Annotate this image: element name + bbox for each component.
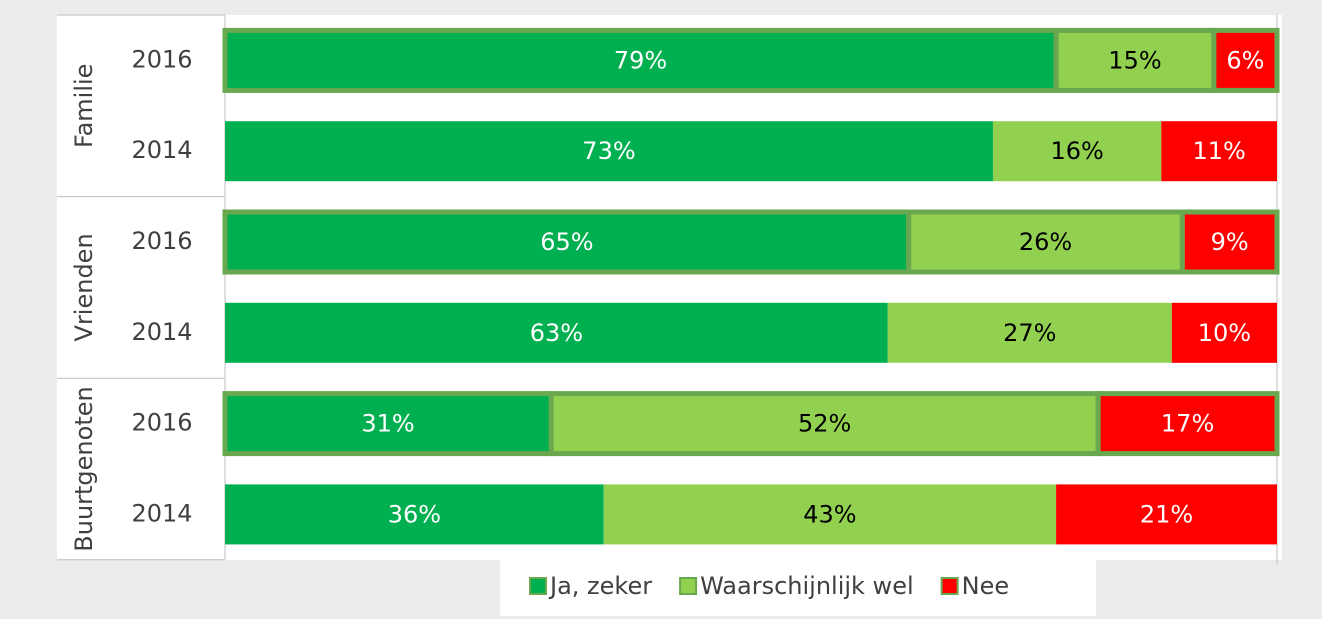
- bar-segment: [887, 302, 1172, 363]
- data-label: 73%: [582, 137, 635, 165]
- bar-segment: [222, 27, 1059, 93]
- bar-segment: [1161, 121, 1277, 182]
- data-label: 15%: [1108, 46, 1161, 74]
- data-label: 9%: [1211, 228, 1249, 256]
- y-tick-label: 2014: [131, 318, 192, 346]
- plot-background: [57, 15, 1282, 560]
- bar-segment: [225, 484, 604, 545]
- bar-segment: [1211, 27, 1280, 93]
- legend-swatch: [940, 577, 959, 595]
- y-tick-label: 2014: [131, 499, 192, 527]
- bar-segment: [992, 121, 1162, 182]
- data-label: 21%: [1140, 500, 1193, 528]
- data-label: 65%: [540, 228, 593, 256]
- data-label: 6%: [1226, 46, 1264, 74]
- y-tick-label: 2014: [131, 136, 192, 164]
- data-label: 16%: [1050, 137, 1103, 165]
- bar-segment: [1171, 302, 1277, 363]
- bar-segment: [1179, 209, 1280, 275]
- legend-label: Waarschijnlijk wel: [700, 572, 914, 600]
- data-label: 26%: [1019, 228, 1072, 256]
- data-label: 31%: [361, 410, 414, 438]
- bar-segment: [548, 391, 1101, 457]
- bar-segment: [225, 302, 888, 363]
- data-label: 17%: [1161, 410, 1214, 438]
- data-label: 52%: [798, 410, 851, 438]
- group-label: Buurtgenoten: [70, 386, 98, 551]
- y-tick-label: 2016: [131, 45, 192, 73]
- group-label: Familie: [70, 64, 98, 148]
- bar-segment: [906, 209, 1185, 275]
- y-tick-label: 2016: [131, 227, 192, 255]
- legend-swatch: [529, 577, 547, 595]
- legend-background: [500, 560, 1096, 616]
- group-label: Vrienden: [70, 233, 98, 341]
- legend-label: Ja, zeker: [548, 572, 652, 600]
- data-label: 43%: [803, 500, 856, 528]
- bar-segment: [603, 484, 1057, 545]
- data-label: 10%: [1198, 319, 1251, 347]
- data-label: 27%: [1003, 319, 1056, 347]
- data-label: 63%: [530, 319, 583, 347]
- data-label: 36%: [388, 500, 441, 528]
- bar-segment: [222, 209, 912, 275]
- y-tick-label: 2016: [131, 409, 192, 437]
- legend-swatch: [679, 577, 698, 595]
- legend-label: Nee: [962, 572, 1009, 600]
- data-label: 11%: [1192, 137, 1245, 165]
- bar-segment: [1095, 391, 1280, 457]
- bar-segment: [1056, 484, 1277, 545]
- data-label: 79%: [614, 46, 667, 74]
- bar-segment: [225, 121, 993, 182]
